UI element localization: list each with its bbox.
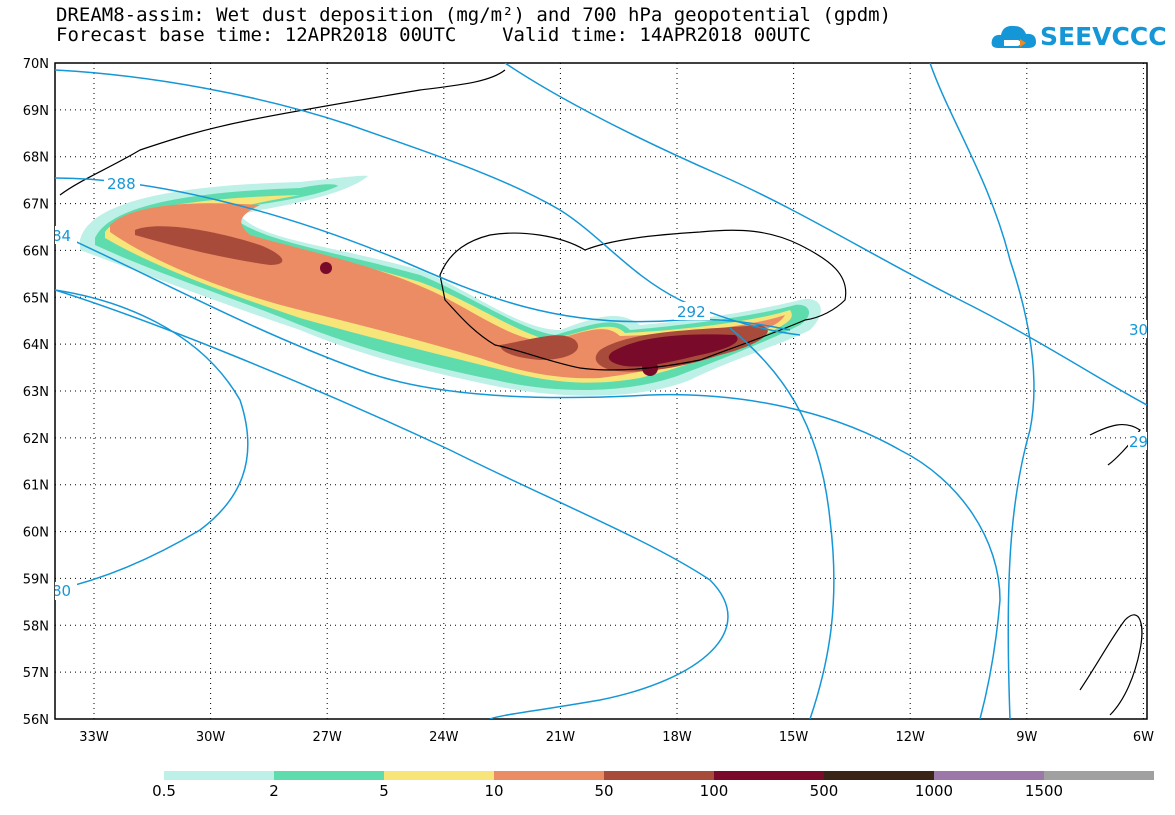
legend-swatch [604,771,714,780]
latitude-label: 56N [23,713,49,728]
wet-dust-deposition-field [80,175,821,396]
latitude-label: 67N [23,198,49,213]
latitude-label: 57N [23,666,49,681]
map-title: DREAM8-assim: Wet dust deposition (mg/m²… [56,4,892,26]
legend-label: 1000 [914,782,954,800]
legend-swatch [934,771,1044,780]
latitude-label: 61N [23,479,49,494]
legend-swatch [164,771,274,780]
longitude-label: 12W [895,730,925,745]
contour-label-30: 30 [1129,321,1148,339]
latitude-label: 65N [23,291,49,306]
contour-labels: 288 84 292 30 29 80 [52,174,1148,600]
longitude-label: 21W [546,730,576,745]
legend-label: 1500 [1024,782,1064,800]
latitude-label: 66N [23,244,49,259]
legend-swatch [494,771,604,780]
legend-label: 500 [809,782,839,800]
logo-text: SEEVCCC [1040,22,1167,51]
longitude-label: 24W [429,730,459,745]
legend-swatch [1044,771,1154,780]
longitude-label: 15W [779,730,809,745]
latitude-label: 70N [23,57,49,72]
longitude-label: 33W [79,730,109,745]
longitude-labels: 33W 30W 27W 24W 21W 18W 15W 12W 9W 6W [79,730,1154,745]
contour-label-80: 80 [52,582,71,600]
latitude-label: 68N [23,151,49,166]
latitude-label: 69N [23,104,49,119]
legend-label: 100 [699,782,729,800]
latitude-label: 59N [23,572,49,587]
legend-label: 10 [484,782,504,800]
legend-label: 0.5 [152,782,176,800]
legend-swatch [384,771,494,780]
legend-swatch [824,771,934,780]
latitude-label: 58N [23,619,49,634]
longitude-label: 27W [312,730,342,745]
latitude-label: 62N [23,432,49,447]
legend-swatch [274,771,384,780]
latitude-labels: 70N 69N 68N 67N 66N 65N 64N 63N 62N 61N 60N 59N 58N 5… [23,57,49,728]
legend-label: 5 [379,782,389,800]
latitude-label: 60N [23,526,49,541]
legend-swatch [714,771,824,780]
seevccc-logo: SEEVCCC [990,18,1167,58]
coastlines [59,69,1143,716]
contour-label-292: 292 [677,303,706,321]
longitude-label: 30W [196,730,226,745]
forecast-times: Forecast base time: 12APR2018 00UTC Vali… [56,24,811,46]
cloud-icon [991,25,1036,48]
latitude-label: 63N [23,385,49,400]
longitude-label: 9W [1016,730,1037,745]
contour-label-288: 288 [107,175,136,193]
latitude-label: 64N [23,338,49,353]
longitude-label: 6W [1133,730,1154,745]
legend-label: 2 [269,782,279,800]
geopotential-contours [55,63,1147,719]
contour-label-84: 84 [52,227,71,245]
contour-label-29: 29 [1129,433,1148,451]
legend-label: 50 [594,782,614,800]
legend-color-bar [164,771,1154,780]
longitude-label: 18W [662,730,692,745]
